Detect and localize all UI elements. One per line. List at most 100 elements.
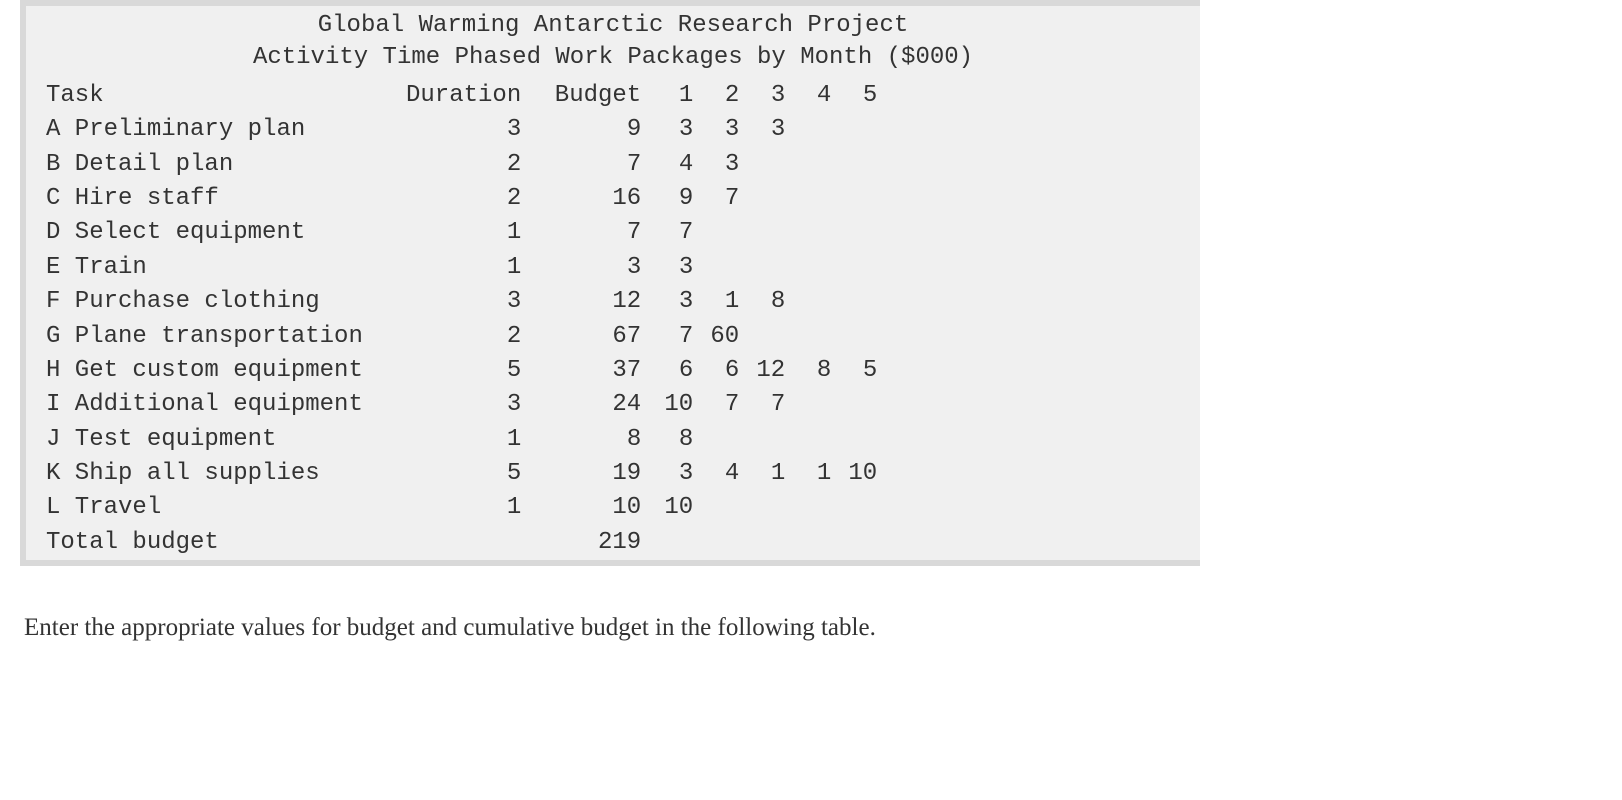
month-4-cell — [789, 388, 835, 422]
month-1-cell: 6 — [651, 354, 697, 388]
month-5-cell — [835, 182, 881, 216]
task-cell: D Select equipment — [26, 216, 406, 250]
title-line-2: Activity Time Phased Work Packages by Mo… — [26, 42, 1200, 74]
month-4-cell — [789, 423, 835, 457]
duration-cell: 2 — [406, 182, 531, 216]
month-4-cell — [789, 216, 835, 250]
month-1-cell: 7 — [651, 320, 697, 354]
col-month-1: 1 — [651, 79, 697, 113]
month-1-cell: 9 — [651, 182, 697, 216]
month-4-cell — [789, 251, 835, 285]
month-5-cell — [835, 491, 881, 525]
month-4-cell — [789, 320, 835, 354]
header-row: Task Duration Budget 1 2 3 4 5 — [26, 79, 1200, 113]
budget-cell: 10 — [531, 491, 651, 525]
month-3-cell — [743, 320, 789, 354]
month-3-cell: 7 — [743, 388, 789, 422]
table-title-block: Global Warming Antarctic Research Projec… — [26, 6, 1200, 79]
duration-cell: 3 — [406, 285, 531, 319]
col-duration: Duration — [406, 79, 531, 113]
budget-cell: 7 — [531, 148, 651, 182]
table-row: L Travel11010 — [26, 491, 1200, 525]
month-2-cell: 3 — [697, 113, 743, 147]
month-2-cell — [697, 491, 743, 525]
month-4-cell — [789, 113, 835, 147]
month-3-cell: 12 — [743, 354, 789, 388]
month-5-cell: 10 — [835, 457, 881, 491]
month-1-cell: 7 — [651, 216, 697, 250]
duration-cell: 1 — [406, 251, 531, 285]
month-3-cell — [743, 491, 789, 525]
task-cell: C Hire staff — [26, 182, 406, 216]
work-packages-table: Task Duration Budget 1 2 3 4 5 A Prelimi… — [26, 79, 1200, 560]
task-cell: H Get custom equipment — [26, 354, 406, 388]
month-1-cell: 3 — [651, 285, 697, 319]
month-1-cell: 10 — [651, 388, 697, 422]
month-4-cell: 8 — [789, 354, 835, 388]
task-cell: E Train — [26, 251, 406, 285]
month-2-cell — [697, 423, 743, 457]
task-cell: I Additional equipment — [26, 388, 406, 422]
total-budget: 219 — [531, 526, 651, 560]
col-month-4: 4 — [789, 79, 835, 113]
duration-cell: 1 — [406, 423, 531, 457]
total-row: Total budget 219 — [26, 526, 1200, 560]
month-2-cell: 3 — [697, 148, 743, 182]
budget-cell: 8 — [531, 423, 651, 457]
month-2-cell — [697, 216, 743, 250]
month-4-cell — [789, 285, 835, 319]
month-5-cell: 5 — [835, 354, 881, 388]
month-2-cell: 6 — [697, 354, 743, 388]
month-2-cell: 7 — [697, 182, 743, 216]
month-1-cell: 4 — [651, 148, 697, 182]
table-row: A Preliminary plan39333 — [26, 113, 1200, 147]
duration-cell: 5 — [406, 457, 531, 491]
budget-cell: 37 — [531, 354, 651, 388]
month-4-cell — [789, 148, 835, 182]
total-label: Total budget — [26, 526, 406, 560]
task-cell: A Preliminary plan — [26, 113, 406, 147]
month-4-cell — [789, 491, 835, 525]
duration-cell: 3 — [406, 388, 531, 422]
task-cell: B Detail plan — [26, 148, 406, 182]
table-row: H Get custom equipment537661285 — [26, 354, 1200, 388]
duration-cell: 1 — [406, 216, 531, 250]
col-budget: Budget — [531, 79, 651, 113]
table-row: I Additional equipment3241077 — [26, 388, 1200, 422]
month-5-cell — [835, 251, 881, 285]
month-1-cell: 3 — [651, 113, 697, 147]
month-3-cell — [743, 148, 789, 182]
month-2-cell: 4 — [697, 457, 743, 491]
total-duration — [406, 526, 531, 560]
month-1-cell: 3 — [651, 251, 697, 285]
month-3-cell: 3 — [743, 113, 789, 147]
budget-cell: 7 — [531, 216, 651, 250]
duration-cell: 3 — [406, 113, 531, 147]
budget-cell: 16 — [531, 182, 651, 216]
month-3-cell: 1 — [743, 457, 789, 491]
month-3-cell — [743, 251, 789, 285]
instruction-text: Enter the appropriate values for budget … — [24, 614, 1622, 642]
table-row: B Detail plan2743 — [26, 148, 1200, 182]
month-5-cell — [835, 113, 881, 147]
month-3-cell — [743, 182, 789, 216]
month-1-cell: 3 — [651, 457, 697, 491]
month-2-cell: 7 — [697, 388, 743, 422]
month-1-cell: 8 — [651, 423, 697, 457]
budget-cell: 19 — [531, 457, 651, 491]
budget-cell: 12 — [531, 285, 651, 319]
month-3-cell — [743, 216, 789, 250]
col-spacer — [881, 79, 1200, 113]
table-row: D Select equipment177 — [26, 216, 1200, 250]
duration-cell: 1 — [406, 491, 531, 525]
task-cell: L Travel — [26, 491, 406, 525]
table-row: E Train133 — [26, 251, 1200, 285]
task-cell: F Purchase clothing — [26, 285, 406, 319]
month-5-cell — [835, 148, 881, 182]
month-5-cell — [835, 285, 881, 319]
month-1-cell: 10 — [651, 491, 697, 525]
month-4-cell: 1 — [789, 457, 835, 491]
col-month-2: 2 — [697, 79, 743, 113]
budget-cell: 3 — [531, 251, 651, 285]
month-2-cell: 60 — [697, 320, 743, 354]
